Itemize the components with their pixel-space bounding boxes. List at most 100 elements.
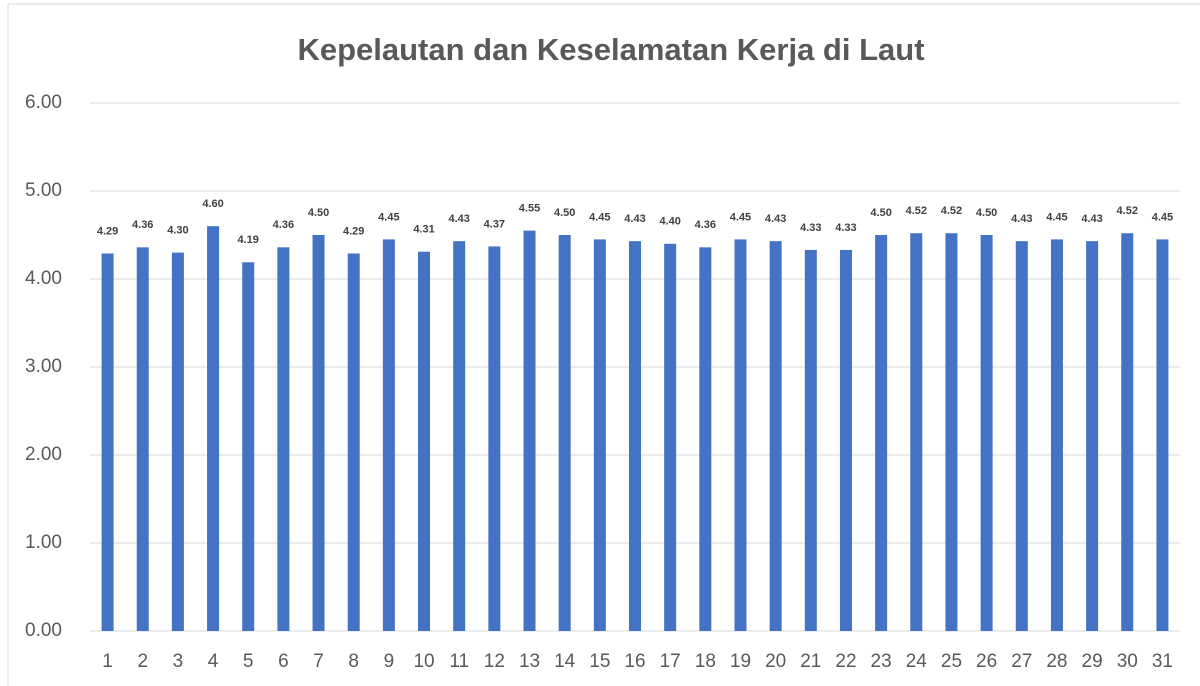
bar — [312, 235, 325, 631]
x-tick-label: 31 — [1152, 651, 1173, 672]
bar — [945, 233, 958, 632]
data-label: 4.50 — [554, 207, 575, 219]
bar — [347, 253, 360, 632]
y-tick-label: 1.00 — [25, 532, 62, 553]
data-label: 4.33 — [800, 222, 821, 234]
bar — [839, 249, 852, 631]
bar — [558, 235, 571, 631]
bar — [277, 247, 290, 631]
bar — [593, 239, 606, 631]
bar — [664, 243, 677, 632]
y-tick-label: 3.00 — [25, 356, 62, 377]
data-label: 4.43 — [1081, 213, 1102, 225]
bar — [453, 241, 466, 631]
bar — [629, 241, 641, 631]
chart-title: Kepelautan dan Keselamatan Kerja di Laut — [297, 32, 924, 67]
x-tick-label: 12 — [484, 651, 505, 672]
x-tick-label: 10 — [413, 651, 434, 672]
data-label: 4.50 — [308, 207, 329, 219]
data-label: 4.29 — [97, 225, 118, 237]
data-label: 4.29 — [343, 225, 364, 237]
bar — [136, 247, 149, 631]
data-label: 4.45 — [1046, 211, 1067, 223]
x-tick-label: 9 — [384, 651, 395, 672]
data-label: 4.52 — [906, 205, 927, 217]
data-label: 4.45 — [1152, 211, 1173, 223]
data-label: 4.36 — [695, 219, 716, 231]
data-label: 4.52 — [1117, 205, 1138, 217]
x-tick-label: 11 — [449, 651, 469, 672]
x-tick-label: 5 — [243, 651, 254, 672]
data-label: 4.43 — [448, 213, 469, 225]
bar — [101, 253, 114, 632]
y-tick-label: 0.00 — [25, 620, 62, 641]
bar — [980, 235, 993, 631]
x-tick-label: 22 — [835, 651, 856, 672]
data-label: 4.33 — [835, 222, 856, 234]
x-tick-label: 4 — [208, 651, 219, 672]
bar — [1050, 239, 1063, 631]
bar — [1086, 241, 1099, 631]
x-tick-label: 3 — [173, 651, 184, 672]
bar — [207, 226, 220, 631]
x-tick-label: 2 — [137, 651, 148, 672]
x-tick-label: 13 — [519, 651, 540, 672]
x-tick-label: 7 — [313, 651, 324, 672]
data-label: 4.30 — [167, 225, 188, 237]
x-tick-label: 19 — [730, 651, 751, 672]
data-label: 4.43 — [765, 213, 786, 225]
bar — [1156, 239, 1169, 631]
x-tick-label: 16 — [624, 651, 645, 672]
x-tick-label: 28 — [1046, 651, 1067, 672]
x-tick-label: 29 — [1082, 651, 1103, 672]
bar — [769, 241, 782, 631]
y-tick-label: 2.00 — [25, 444, 62, 465]
x-tick-label: 15 — [589, 651, 610, 672]
x-tick-label: 20 — [765, 651, 786, 672]
bar — [875, 235, 888, 631]
bar — [734, 239, 747, 631]
y-tick-label: 5.00 — [25, 180, 62, 201]
x-tick-label: 30 — [1117, 651, 1138, 672]
data-label: 4.60 — [202, 198, 223, 210]
x-tick-label: 27 — [1011, 651, 1032, 672]
data-label: 4.50 — [870, 207, 891, 219]
x-tick-label: 1 — [102, 651, 113, 672]
data-label: 4.45 — [730, 211, 751, 223]
bar — [523, 230, 536, 631]
bar — [488, 246, 501, 631]
y-tick-label: 6.00 — [25, 92, 62, 113]
data-label: 4.43 — [624, 213, 645, 225]
bar — [171, 252, 184, 631]
data-label: 4.43 — [1011, 213, 1032, 225]
data-label: 4.36 — [132, 219, 153, 231]
bar — [1015, 241, 1028, 631]
data-label: 4.36 — [273, 219, 294, 231]
bar — [699, 247, 712, 631]
x-tick-label: 8 — [348, 651, 359, 672]
data-label: 4.40 — [659, 216, 680, 228]
x-tick-label: 17 — [660, 651, 681, 672]
y-tick-label: 4.00 — [25, 268, 62, 289]
data-label: 4.19 — [238, 234, 259, 246]
bar — [382, 239, 395, 631]
x-tick-label: 24 — [906, 651, 928, 672]
bar — [910, 233, 923, 632]
data-label: 4.50 — [976, 207, 997, 219]
x-tick-label: 18 — [695, 651, 716, 672]
x-tick-label: 14 — [554, 651, 576, 672]
x-tick-label: 6 — [278, 651, 289, 672]
data-label: 4.45 — [589, 211, 610, 223]
bar — [804, 249, 817, 631]
bar — [1121, 233, 1134, 632]
data-label: 4.52 — [941, 205, 962, 217]
data-label: 4.37 — [484, 218, 505, 230]
data-label: 4.31 — [413, 224, 434, 236]
data-label: 4.45 — [378, 211, 399, 223]
x-tick-label: 26 — [976, 651, 997, 672]
bar — [418, 251, 431, 631]
x-tick-label: 23 — [871, 651, 892, 672]
data-label: 4.55 — [519, 203, 540, 215]
bar — [242, 262, 255, 631]
